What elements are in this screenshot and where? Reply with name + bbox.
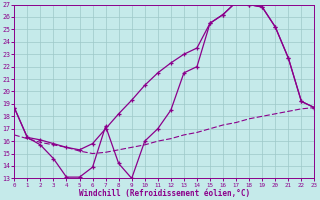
- X-axis label: Windchill (Refroidissement éolien,°C): Windchill (Refroidissement éolien,°C): [79, 189, 250, 198]
